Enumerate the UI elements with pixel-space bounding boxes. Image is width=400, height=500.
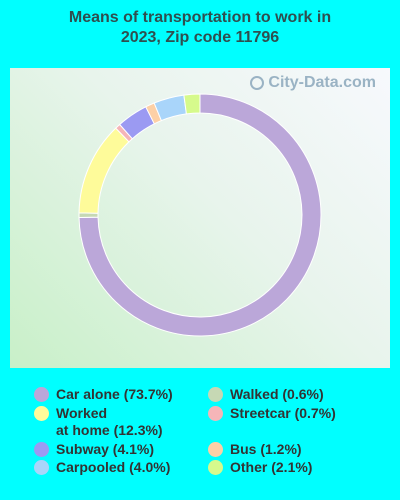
- legend-item-streetcar: Streetcar (0.7%): [208, 405, 336, 423]
- legend-label-other: Other (2.1%): [230, 459, 313, 475]
- legend-swatch-car-alone: [34, 387, 49, 402]
- legend-swatch-walked: [208, 387, 223, 402]
- legend-item-subway: Subway (4.1%): [34, 441, 173, 459]
- legend-swatch-worked-at-home: [34, 405, 49, 421]
- legend-label-subway: Subway (4.1%): [56, 440, 155, 457]
- legend-label-worked-at-home-line-2: at home (12.3%): [56, 422, 163, 438]
- legend-label-walked: Walked (0.6%): [230, 386, 324, 402]
- watermark: City-Data.com: [250, 74, 376, 92]
- legend-swatch-carpooled: [34, 460, 49, 475]
- donut-slice-car-alone: [78, 93, 322, 337]
- legend-label-carpooled: Carpooled (4.0%): [56, 459, 171, 475]
- chart-title: Means of transportation to work in 2023,…: [0, 8, 400, 48]
- legend-label-worked-at-home-line-1: Worked: [56, 404, 108, 421]
- legend-swatch-other: [208, 460, 223, 475]
- legend-label-bus: Bus (1.2%): [230, 440, 302, 457]
- donut-slice-worked-at-home: [78, 127, 130, 214]
- magnifier-icon: [250, 76, 265, 90]
- watermark-text: City-Data.com: [268, 74, 376, 91]
- legend-label-car-alone: Car alone (73.7%): [56, 386, 173, 402]
- chart-panel: City-Data.com: [10, 68, 390, 368]
- legend-item-other: Other (2.1%): [208, 459, 336, 477]
- donut-slice-other: [183, 93, 201, 115]
- legend-item-carpooled: Carpooled (4.0%): [34, 459, 173, 477]
- legend-item-car-alone: Car alone (73.7%): [34, 386, 173, 404]
- chart-title-line-2: 2023, Zip code 11796: [120, 29, 280, 46]
- legend-column-left: Car alone (73.7%) Worked at home (12.3%)…: [34, 386, 173, 478]
- legend-item-bus: Bus (1.2%): [208, 441, 336, 459]
- legend-swatch-subway: [34, 441, 49, 457]
- chart-title-line-1: Means of transportation to work in: [68, 9, 332, 26]
- legend-column-right: Walked (0.6%) Streetcar (0.7%) Bus (1.2%…: [208, 386, 336, 478]
- legend-label-streetcar: Streetcar (0.7%): [230, 404, 336, 421]
- donut-chart: [78, 93, 322, 337]
- legend-swatch-bus: [208, 441, 223, 457]
- legend-swatch-streetcar: [208, 405, 223, 421]
- legend-item-worked-at-home: Worked at home (12.3%): [34, 405, 173, 440]
- legend-item-walked: Walked (0.6%): [208, 386, 336, 404]
